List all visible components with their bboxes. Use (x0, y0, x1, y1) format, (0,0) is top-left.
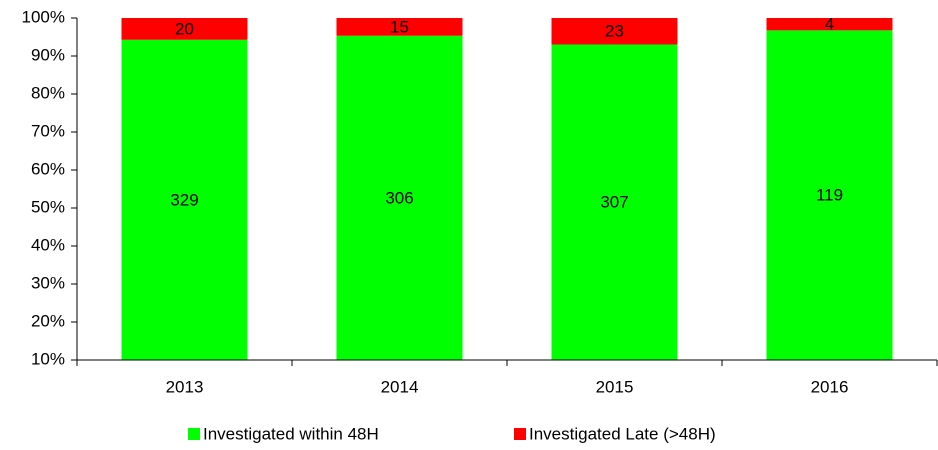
x-tick-label: 2016 (811, 377, 849, 396)
data-label: 15 (390, 17, 409, 36)
data-label: 23 (605, 22, 624, 41)
legend-label: Investigated within 48H (203, 424, 379, 443)
bar-segment (551, 44, 678, 360)
y-tick-label: 50% (31, 197, 65, 216)
data-label: 20 (175, 19, 194, 38)
data-label: 4 (825, 15, 834, 34)
bar-segment (121, 18, 248, 40)
y-tick-label: 100% (22, 7, 65, 26)
legend-swatch (514, 428, 526, 440)
data-label: 329 (170, 190, 198, 209)
legend-swatch (188, 428, 200, 440)
x-tick-label: 2014 (381, 377, 419, 396)
bar-segment (551, 18, 678, 45)
y-tick-label: 80% (31, 83, 65, 102)
y-tick-label: 60% (31, 159, 65, 178)
bar-segment (336, 35, 463, 360)
y-tick-label: 70% (31, 121, 65, 140)
y-tick-label: 90% (31, 45, 65, 64)
y-tick-label: 10% (31, 349, 65, 368)
y-tick-label: 20% (31, 311, 65, 330)
x-tick-label: 2015 (596, 377, 634, 396)
data-label: 306 (385, 188, 413, 207)
bar-segment (766, 30, 893, 360)
x-tick-label: 2013 (166, 377, 204, 396)
bar-segment (121, 39, 248, 361)
data-label: 307 (600, 193, 628, 212)
y-tick-label: 40% (31, 235, 65, 254)
bar-segment (336, 18, 463, 36)
bar-segment (766, 18, 893, 31)
y-tick-label: 30% (31, 273, 65, 292)
legend-label: Investigated Late (>48H) (529, 424, 716, 443)
data-label: 119 (816, 186, 843, 205)
